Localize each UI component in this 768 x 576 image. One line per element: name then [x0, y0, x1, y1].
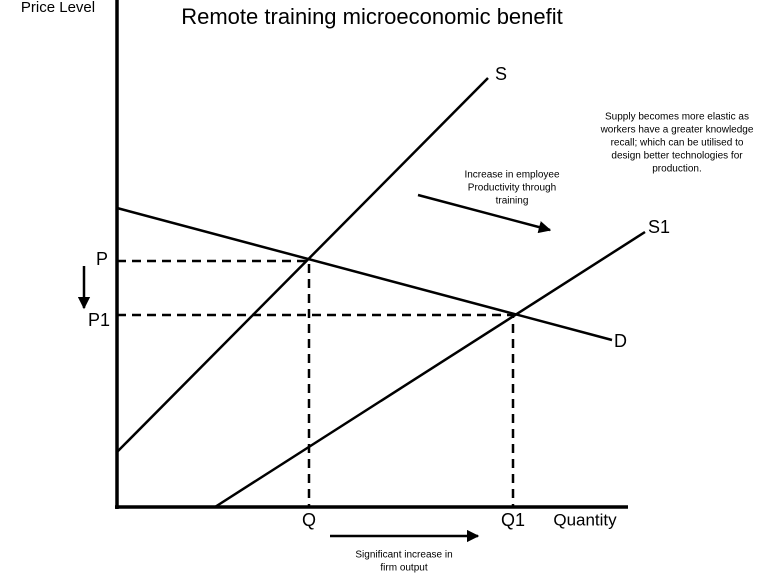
supply-curve — [116, 77, 489, 453]
demand-label: D — [614, 331, 627, 351]
elasticity-note: Supply becomes more elastic as workers h… — [600, 112, 754, 175]
note-line: design better technologies for — [611, 151, 743, 162]
quantity-label: Q — [302, 510, 316, 530]
note-line: training — [496, 196, 529, 207]
note-line: Significant increase in — [355, 550, 452, 561]
equilibrium-guide-new — [117, 313, 515, 507]
supply-curve-new — [214, 230, 646, 509]
note-line: Supply becomes more elastic as — [605, 112, 749, 123]
note-line: Productivity through — [468, 183, 556, 194]
title: Remote training microeconomic benefit — [181, 4, 563, 29]
note-line: production. — [652, 164, 701, 175]
output-note: Significant increase in firm output — [355, 550, 452, 574]
note-line: workers have a greater knowledge — [600, 125, 754, 136]
price-label: P — [96, 249, 108, 269]
price-new-label: P1 — [88, 310, 110, 330]
productivity-note: Increase in employee Productivity throug… — [464, 170, 559, 207]
demand-curve — [116, 206, 613, 342]
note-line: recall; which can be utilised to — [611, 138, 744, 149]
supply-label: S — [495, 64, 507, 84]
y-axis-label: Price Level — [21, 0, 95, 16]
equilibrium-guide — [117, 259, 311, 507]
note-line: Increase in employee — [464, 170, 559, 181]
note-line: firm output — [380, 563, 427, 574]
x-axis-label: Quantity — [553, 510, 617, 529]
supply-new-label: S1 — [648, 217, 670, 237]
shift-arrow — [417, 193, 552, 234]
quantity-new-label: Q1 — [501, 510, 525, 530]
